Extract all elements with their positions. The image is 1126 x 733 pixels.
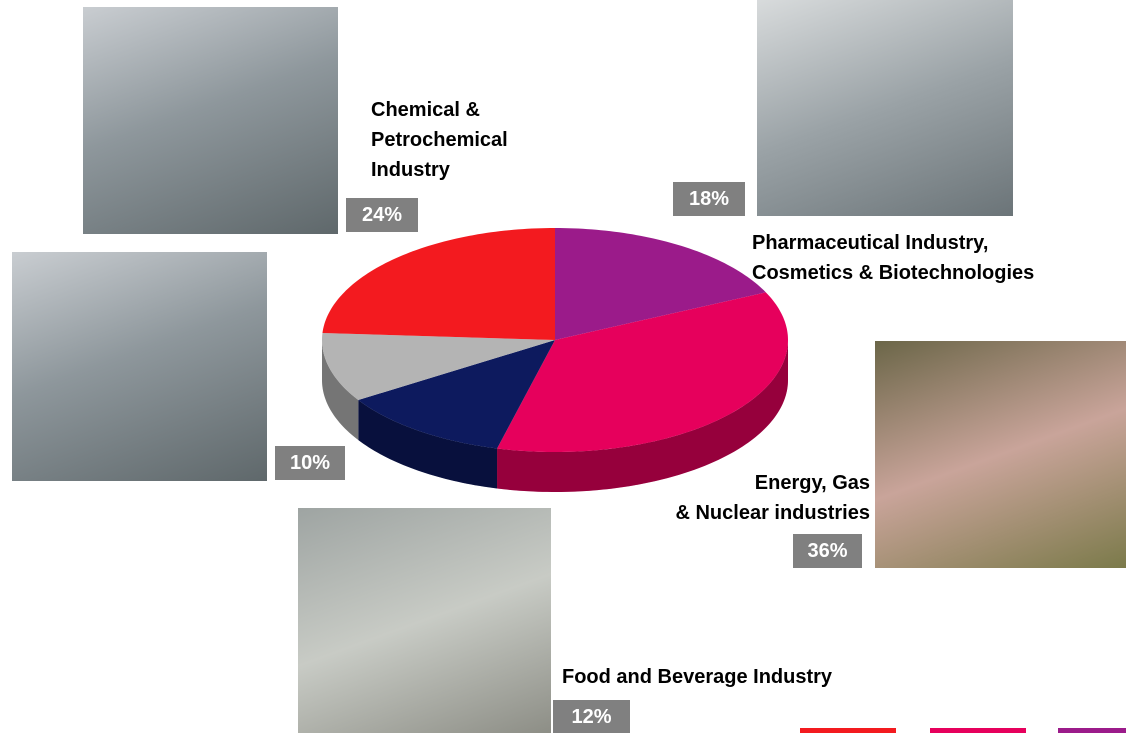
deco-bar	[1058, 728, 1126, 733]
value-label: 24%	[346, 198, 418, 232]
value-label: 10%	[275, 446, 345, 480]
pie-chart	[0, 0, 1126, 733]
value-label: 18%	[673, 182, 745, 216]
slice-label: Pharmaceutical Industry, Cosmetics & Bio…	[752, 228, 1034, 288]
deco-bar	[800, 728, 896, 733]
slice-label: Food and Beverage Industry	[562, 662, 832, 692]
slice-label: Chemical & Petrochemical Industry	[371, 95, 508, 185]
pie-slice	[322, 228, 555, 340]
value-label: 12%	[553, 700, 630, 733]
deco-bar	[930, 728, 1026, 733]
slide: Pharmaceutical Industry, Cosmetics & Bio…	[0, 0, 1126, 733]
slice-label: Energy, Gas & Nuclear industries	[675, 468, 870, 528]
value-label: 36%	[793, 534, 862, 568]
